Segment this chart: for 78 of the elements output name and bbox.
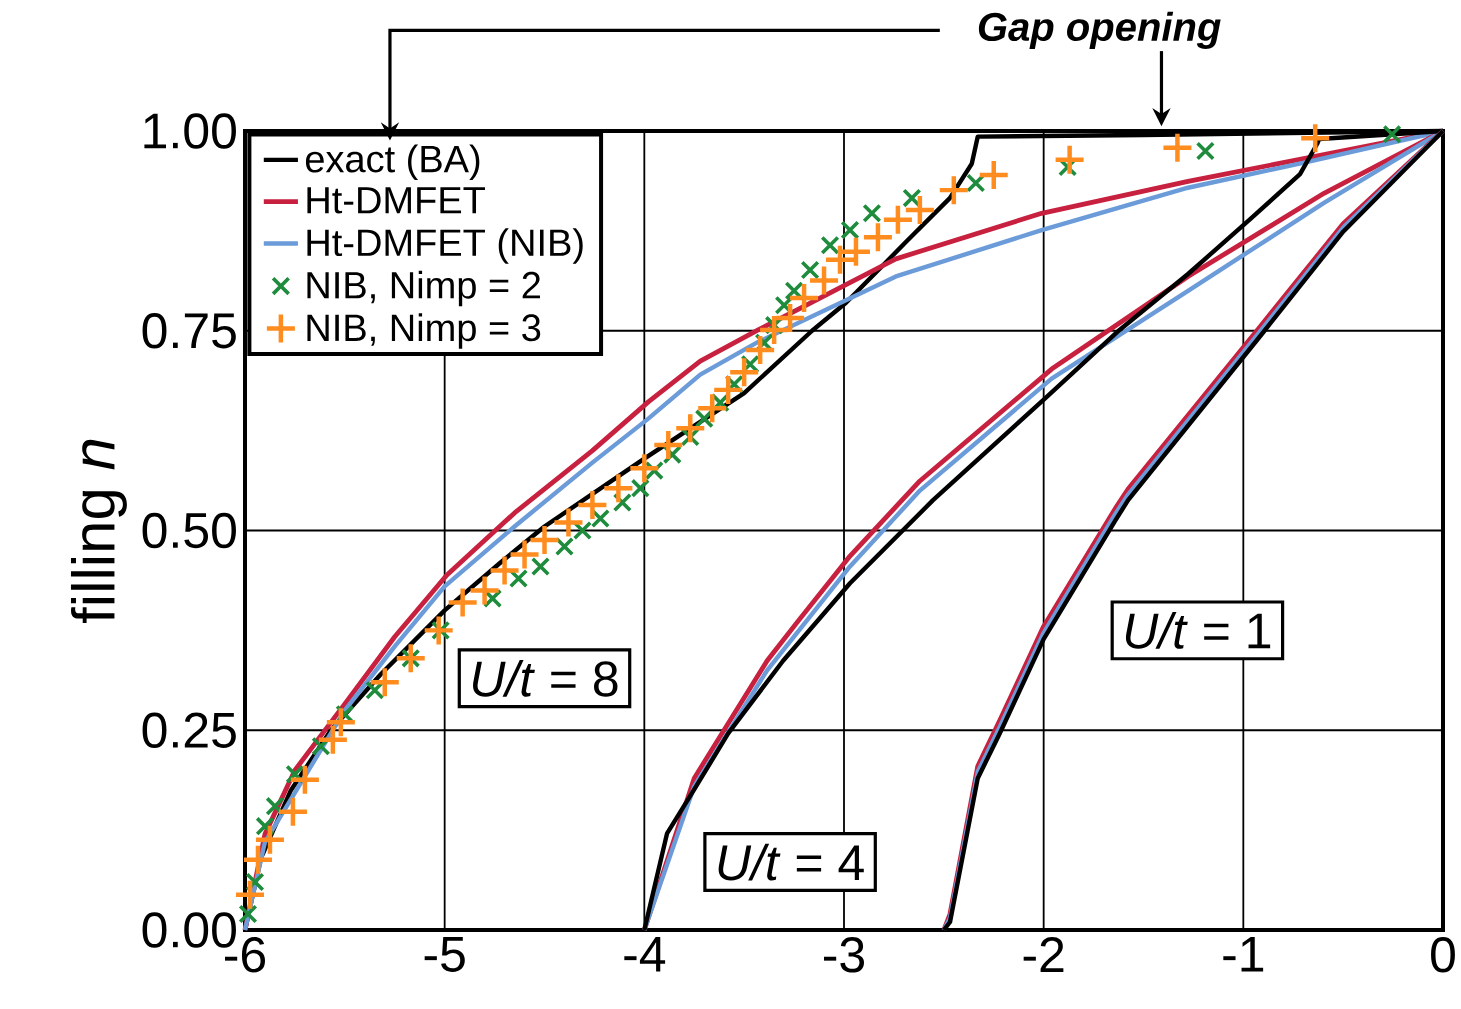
point — [863, 223, 892, 252]
point — [730, 358, 759, 387]
point — [530, 526, 559, 555]
point — [470, 576, 499, 605]
y-tick-label: 1.00 — [144, 113, 236, 149]
point — [810, 266, 839, 295]
legend-label: Ht-DMFET (NIB) — [307, 228, 583, 264]
point — [530, 556, 551, 577]
legend-label: NIB, Nimp = 2 — [307, 270, 540, 307]
point — [841, 237, 870, 266]
point — [1382, 124, 1402, 144]
point — [883, 205, 912, 234]
legend-label: Ht-DMFET — [307, 187, 485, 214]
point — [784, 281, 804, 301]
point — [238, 904, 258, 924]
legend-label: exact (BA) — [305, 144, 480, 181]
y-tick-label: 0.25 — [142, 712, 236, 748]
point — [1163, 133, 1192, 162]
point — [820, 235, 840, 255]
point — [1055, 145, 1084, 174]
point — [630, 454, 659, 483]
point — [490, 556, 519, 585]
point — [902, 188, 922, 208]
point — [694, 409, 714, 429]
point — [578, 490, 607, 519]
point — [654, 431, 683, 460]
y-tick-label: 0.75 — [142, 313, 236, 349]
y-axis-title: filling n — [70, 439, 127, 624]
point — [604, 474, 633, 503]
point — [255, 816, 275, 836]
point — [698, 394, 727, 423]
point — [278, 797, 307, 826]
annotation: U/t = 8 — [473, 659, 618, 697]
point — [318, 725, 347, 754]
point — [326, 708, 355, 737]
point — [939, 176, 968, 205]
point — [676, 414, 705, 443]
point — [760, 315, 789, 344]
point — [285, 764, 305, 784]
point — [290, 765, 319, 794]
point — [554, 508, 583, 537]
text: Gap opening — [978, 11, 1221, 49]
point — [448, 588, 477, 617]
point — [554, 536, 575, 557]
x-tick-label: -3 — [824, 937, 865, 973]
point — [255, 825, 284, 854]
x-tick-label: 0 — [1431, 937, 1455, 973]
annotation: U/t = 4 — [718, 843, 864, 881]
x-tick-label: -1 — [1223, 937, 1264, 972]
x-tick-label: -5 — [424, 937, 465, 972]
point — [510, 540, 539, 569]
point — [236, 880, 264, 909]
x-tick-label: -4 — [624, 937, 666, 972]
point — [776, 303, 805, 332]
point — [1301, 124, 1330, 153]
point — [630, 478, 650, 498]
point — [714, 375, 743, 404]
point — [800, 260, 820, 280]
point — [746, 335, 775, 364]
y-tick-label: 0.50 — [142, 512, 236, 549]
point — [840, 220, 860, 240]
point — [265, 796, 285, 816]
point — [790, 283, 819, 312]
point — [396, 644, 425, 673]
point — [243, 845, 272, 874]
point — [424, 616, 453, 645]
point — [966, 173, 986, 193]
x-tick-label: -2 — [1023, 937, 1064, 972]
point — [905, 196, 934, 225]
point — [370, 668, 399, 697]
point — [979, 160, 1008, 189]
point — [826, 245, 854, 274]
point — [1195, 141, 1215, 161]
point — [862, 203, 882, 223]
legend-label: NIB, Nimp = 3 — [307, 313, 541, 349]
annotation: U/t = 1 — [1125, 612, 1271, 649]
point — [245, 872, 265, 892]
point — [590, 508, 610, 529]
